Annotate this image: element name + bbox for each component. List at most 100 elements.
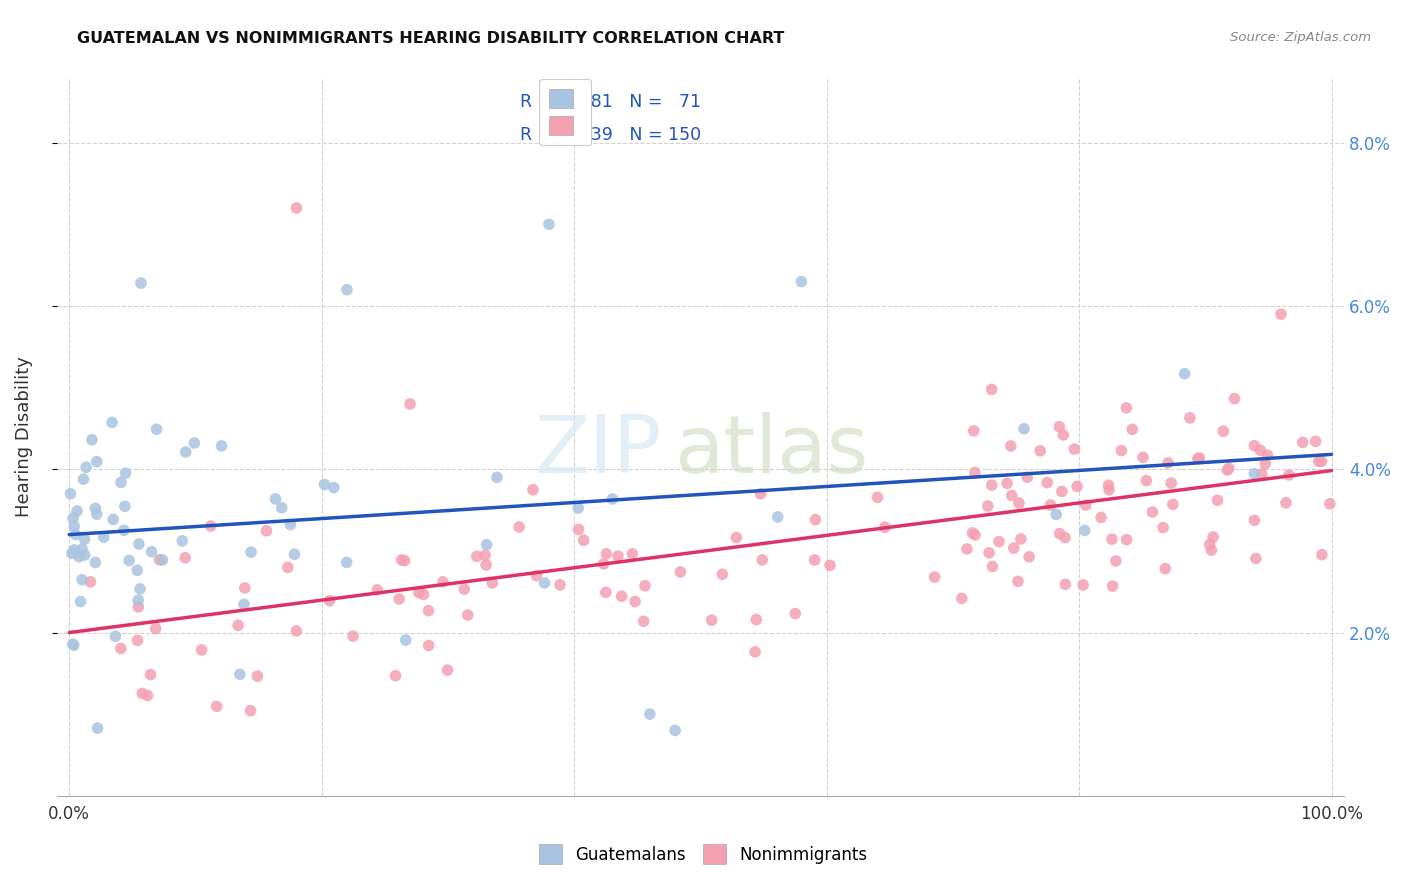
- Point: [336, 556, 359, 570]
- Point: [1010, 532, 1032, 546]
- Point: [1256, 448, 1278, 462]
- Point: [1310, 454, 1333, 468]
- Point: [1178, 410, 1201, 425]
- Point: [391, 553, 413, 567]
- Point: [818, 558, 841, 573]
- Point: [749, 487, 772, 501]
- Point: [1243, 467, 1265, 481]
- Point: [129, 276, 152, 290]
- Point: [66, 504, 89, 518]
- Point: [110, 475, 132, 490]
- Point: [1047, 419, 1070, 434]
- Point: [963, 424, 986, 438]
- Point: [548, 578, 571, 592]
- Point: [1250, 467, 1272, 481]
- Point: [453, 582, 475, 596]
- Point: [751, 553, 773, 567]
- Point: [669, 565, 692, 579]
- Point: [75, 460, 97, 475]
- Point: [63, 542, 86, 557]
- Point: [280, 517, 302, 532]
- Point: [624, 594, 647, 608]
- Point: [1101, 579, 1123, 593]
- Point: [1050, 484, 1073, 499]
- Point: [240, 545, 263, 559]
- Point: [995, 476, 1018, 491]
- Point: [408, 585, 430, 599]
- Point: [602, 491, 624, 506]
- Point: [634, 579, 657, 593]
- Point: [285, 624, 308, 638]
- Point: [62, 637, 84, 651]
- Point: [711, 567, 734, 582]
- Legend: Guatemalans, Nonimmigrants: Guatemalans, Nonimmigrants: [531, 838, 875, 871]
- Point: [86, 508, 108, 522]
- Point: [1115, 533, 1137, 547]
- Point: [101, 512, 124, 526]
- Point: [1270, 307, 1292, 321]
- Point: [1292, 435, 1315, 450]
- Point: [395, 633, 418, 648]
- Point: [114, 500, 136, 514]
- Point: [1160, 476, 1182, 491]
- Point: [118, 553, 141, 567]
- Point: [803, 553, 825, 567]
- Point: [1275, 496, 1298, 510]
- Point: [1132, 450, 1154, 465]
- Point: [79, 574, 101, 589]
- Point: [1063, 442, 1085, 456]
- Point: [1054, 577, 1077, 591]
- Point: [127, 633, 149, 648]
- Point: [1066, 479, 1088, 493]
- Point: [84, 501, 107, 516]
- Point: [314, 477, 336, 491]
- Point: [457, 608, 479, 623]
- Point: [1161, 497, 1184, 511]
- Text: atlas: atlas: [675, 412, 869, 490]
- Point: [1052, 428, 1074, 442]
- Point: [1036, 475, 1059, 490]
- Point: [745, 613, 768, 627]
- Point: [233, 581, 256, 595]
- Point: [1152, 520, 1174, 534]
- Point: [283, 547, 305, 561]
- Point: [336, 283, 359, 297]
- Point: [1045, 508, 1067, 522]
- Point: [1090, 510, 1112, 524]
- Point: [141, 545, 163, 559]
- Point: [148, 553, 170, 567]
- Point: [65, 527, 87, 541]
- Point: [1174, 367, 1197, 381]
- Point: [956, 541, 979, 556]
- Point: [277, 560, 299, 574]
- Point: [101, 416, 124, 430]
- Legend: , : ,: [540, 78, 591, 145]
- Point: [475, 538, 498, 552]
- Point: [1198, 537, 1220, 551]
- Point: [567, 500, 589, 515]
- Point: [790, 275, 813, 289]
- Point: [638, 707, 661, 722]
- Point: [1097, 478, 1119, 492]
- Point: [965, 528, 987, 542]
- Point: [1008, 496, 1031, 510]
- Point: [73, 533, 96, 547]
- Point: [436, 663, 458, 677]
- Point: [384, 669, 406, 683]
- Point: [1212, 424, 1234, 438]
- Point: [977, 499, 1000, 513]
- Point: [1101, 532, 1123, 546]
- Point: [980, 383, 1002, 397]
- Point: [136, 689, 159, 703]
- Point: [1007, 574, 1029, 589]
- Point: [568, 523, 591, 537]
- Point: [987, 534, 1010, 549]
- Point: [139, 667, 162, 681]
- Point: [62, 511, 84, 525]
- Point: [621, 547, 644, 561]
- Point: [172, 533, 194, 548]
- Point: [924, 570, 946, 584]
- Point: [1157, 456, 1180, 470]
- Point: [1054, 531, 1077, 545]
- Point: [526, 568, 548, 582]
